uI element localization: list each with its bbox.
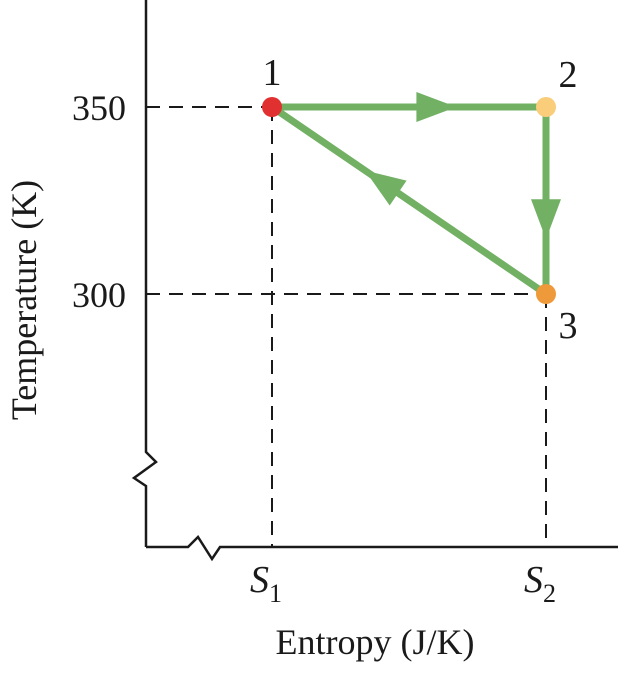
state-label-1: 1 — [263, 52, 282, 94]
x-axis-line — [146, 535, 618, 562]
arrow-3-1 — [365, 170, 407, 206]
path-3-1 — [268, 103, 550, 298]
arrow-2-3 — [531, 199, 561, 240]
state-label-3: 3 — [559, 305, 578, 347]
x-axis-title: Entropy (J/K) — [276, 622, 475, 662]
axes — [131, 0, 618, 562]
y-tick-300: 300 — [72, 275, 126, 315]
x-tick-S1: S1 — [250, 559, 282, 608]
y-tick-labels: 350 300 — [72, 88, 126, 315]
x-tick-S2: S2 — [524, 559, 556, 608]
cycle-paths — [268, 92, 561, 298]
state-label-2: 2 — [559, 54, 578, 96]
arrow-1-2 — [416, 92, 457, 122]
y-tick-350: 350 — [72, 88, 126, 128]
state-point-2 — [536, 97, 556, 117]
state-points: 1 2 3 — [262, 52, 578, 347]
state-point-3 — [536, 284, 556, 304]
y-axis-line — [131, 0, 158, 547]
x-tick-labels: S1 S2 — [250, 559, 556, 608]
y-axis-title: Temperature (K) — [4, 180, 44, 420]
state-point-1 — [262, 97, 282, 117]
dashed-guides — [146, 106, 547, 547]
